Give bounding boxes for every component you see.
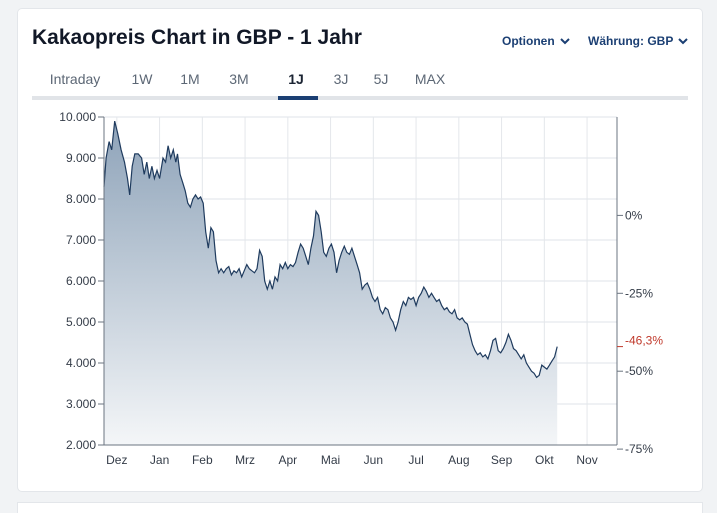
chart-axes: 10.000 9.000 8.000 7.000 6.000 5.000 4.000 3.00… bbox=[59, 110, 663, 467]
y-tick-label: 4.000 bbox=[66, 356, 96, 370]
x-tick-label: Feb bbox=[192, 453, 213, 467]
y-tick-label: 3.000 bbox=[66, 397, 96, 411]
tab-intraday[interactable]: Intraday bbox=[49, 71, 101, 87]
tab-5j[interactable]: 5J bbox=[373, 71, 389, 87]
x-tick-label: Nov bbox=[576, 453, 597, 467]
y-tick-label: 2.000 bbox=[66, 438, 96, 452]
tab-1j[interactable]: 1J bbox=[288, 71, 304, 87]
x-tick-label: Jul bbox=[408, 453, 423, 467]
right-tick-label: -50% bbox=[625, 364, 653, 378]
y-tick-label: 6.000 bbox=[66, 274, 96, 288]
right-tick-label: -25% bbox=[625, 286, 653, 300]
tab-1m[interactable]: 1M bbox=[180, 71, 200, 87]
x-tick-label: Dez bbox=[106, 453, 127, 467]
active-tab-indicator bbox=[278, 96, 318, 100]
x-tick-label: Mrz bbox=[235, 453, 255, 467]
tab-max[interactable]: MAX bbox=[414, 71, 446, 87]
y-tick-label: 8.000 bbox=[66, 192, 96, 206]
x-tick-label: Jan bbox=[150, 453, 169, 467]
y-tick-label: 7.000 bbox=[66, 233, 96, 247]
right-tick-label: 0% bbox=[625, 208, 643, 222]
chevron-down-icon bbox=[678, 37, 689, 44]
timeframe-tabs: Intraday 1W 1M 3M 1J 3J 5J MAX bbox=[32, 65, 688, 100]
price-area bbox=[104, 121, 558, 445]
options-label: Optionen bbox=[502, 34, 555, 48]
price-line bbox=[103, 120, 558, 379]
tab-3m[interactable]: 3M bbox=[229, 71, 249, 87]
y-tick-label: 9.000 bbox=[66, 151, 96, 165]
right-tick-label: -75% bbox=[625, 442, 653, 456]
chevron-down-icon bbox=[559, 37, 570, 44]
x-tick-label: Okt bbox=[535, 453, 554, 467]
y-tick-label: 5.000 bbox=[66, 315, 96, 329]
x-tick-label: Aug bbox=[448, 453, 469, 467]
options-dropdown[interactable]: Optionen bbox=[502, 34, 570, 48]
tab-1w[interactable]: 1W bbox=[131, 71, 153, 87]
x-tick-label: Apr bbox=[278, 453, 297, 467]
page-title: Kakaopreis Chart in GBP - 1 Jahr bbox=[32, 26, 362, 49]
x-tick-label: Mai bbox=[321, 453, 340, 467]
tab-3j[interactable]: 3J bbox=[333, 71, 349, 87]
x-tick-label: Jun bbox=[364, 453, 383, 467]
x-tick-label: Sep bbox=[491, 453, 513, 467]
y-tick-label: 10.000 bbox=[59, 110, 96, 124]
current-change-label: -46,3% bbox=[625, 334, 663, 348]
currency-dropdown[interactable]: Währung: GBP bbox=[588, 34, 689, 48]
currency-label: Währung: GBP bbox=[588, 34, 674, 48]
